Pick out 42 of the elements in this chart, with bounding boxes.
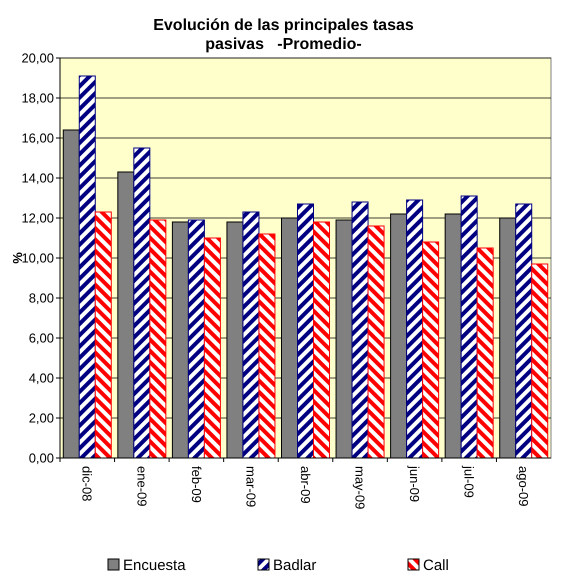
legend-label: Encuesta <box>123 557 186 574</box>
bar <box>515 204 532 458</box>
x-tick-label: may-09 <box>352 466 368 510</box>
x-tick-label: dic-08 <box>80 466 95 502</box>
x-tick-label: jul-09 <box>462 465 477 498</box>
y-tick-label: 2,00 <box>28 410 54 426</box>
bar <box>422 242 440 458</box>
bar <box>78 76 96 458</box>
bar <box>242 212 260 458</box>
legend-label: Badlar <box>273 557 316 574</box>
bar <box>476 248 494 458</box>
bar <box>297 204 314 458</box>
bar <box>352 202 369 458</box>
bar <box>94 212 112 458</box>
bar <box>188 220 205 458</box>
x-tick-label: ago-09 <box>516 466 532 506</box>
y-tick-label: 18,00 <box>21 90 54 106</box>
bar <box>531 264 548 458</box>
bar <box>313 222 330 458</box>
x-tick-label: abr-09 <box>298 466 313 504</box>
y-tick-label: 12,00 <box>21 210 54 226</box>
bar <box>460 196 478 458</box>
y-tick-label: 6,00 <box>28 330 54 346</box>
y-tick-label: 14,00 <box>21 170 54 186</box>
y-tick-label: 0,00 <box>28 450 54 466</box>
bar <box>149 220 166 458</box>
y-tick-label: 16,00 <box>21 130 54 146</box>
x-tick-label: jun-09 <box>407 465 422 502</box>
x-tick-label: mar-09 <box>243 466 258 508</box>
bar <box>258 234 276 458</box>
y-tick-label: 10,00 <box>21 250 54 266</box>
legend-label: Call <box>423 557 449 574</box>
chart-title: Evolución de las principales tasas pasivas -Promedio- <box>153 17 414 53</box>
bar <box>133 148 150 458</box>
x-tick-label: feb-09 <box>188 466 204 503</box>
bar <box>204 238 221 458</box>
x-tick-label: ene-09 <box>134 466 150 506</box>
y-tick-label: 20,00 <box>21 50 54 66</box>
bar <box>368 226 385 458</box>
bar <box>406 200 424 458</box>
y-tick-label: 4,00 <box>28 370 54 386</box>
y-tick-label: 8,00 <box>28 290 54 306</box>
